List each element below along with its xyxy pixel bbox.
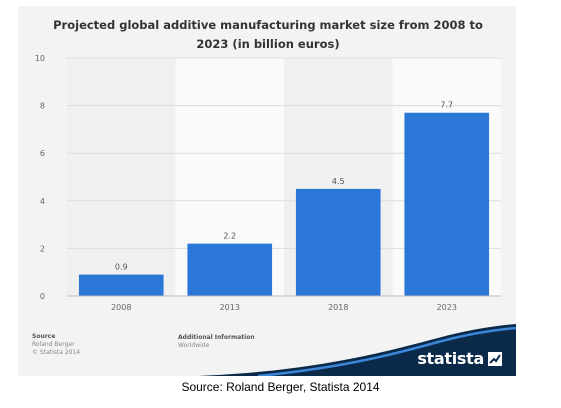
source-line: © Statista 2014 <box>32 349 81 356</box>
bar <box>187 243 273 296</box>
plot-band <box>67 58 176 296</box>
y-tick-label: 10 <box>35 54 45 63</box>
bar <box>404 112 490 297</box>
info-heading: Additional Information <box>178 334 255 341</box>
bar <box>295 188 381 296</box>
x-tick-label: 2023 <box>437 303 457 312</box>
bar-chart: 0.9 2.2 4.5 7.7 0 2 4 6 8 10 2008 2013 2018 2023 <box>35 54 501 312</box>
data-label: 4.5 <box>332 177 345 186</box>
data-label: 2.2 <box>223 232 236 241</box>
statista-brand: statista <box>417 349 502 368</box>
info-block: Additional Information Worldwide <box>178 334 255 350</box>
y-tick-label: 2 <box>40 244 45 253</box>
x-tick-labels: 2008 2013 2018 2023 <box>111 303 457 312</box>
x-tick-label: 2013 <box>220 303 240 312</box>
y-tick-labels: 0 2 4 6 8 10 <box>35 54 45 301</box>
y-tick-label: 4 <box>40 197 45 206</box>
bar <box>78 274 164 296</box>
x-tick-label: 2008 <box>111 303 131 312</box>
y-tick-label: 8 <box>40 102 45 111</box>
figure-caption: Source: Roland Berger, Statista 2014 <box>181 380 380 394</box>
x-tick-label: 2018 <box>328 303 348 312</box>
source-block: Source Roland Berger © Statista 2014 <box>32 333 80 357</box>
brand-name: statista <box>417 349 484 368</box>
bars <box>78 112 490 297</box>
data-labels: 0.9 2.2 4.5 7.7 <box>115 101 453 272</box>
statista-logo-icon <box>488 351 502 366</box>
data-label: 0.9 <box>115 263 128 272</box>
y-tick-label: 0 <box>40 292 45 301</box>
y-tick-label: 6 <box>40 149 45 158</box>
source-heading: Source <box>32 333 56 340</box>
data-label: 7.7 <box>440 101 453 110</box>
chart-card: Projected global additive manufacturing … <box>18 6 516 376</box>
info-line: Worldwide <box>178 342 210 349</box>
chart-title: Projected global additive manufacturing … <box>53 18 483 51</box>
source-line: Roland Berger <box>32 341 75 348</box>
footer-wave <box>198 324 516 376</box>
